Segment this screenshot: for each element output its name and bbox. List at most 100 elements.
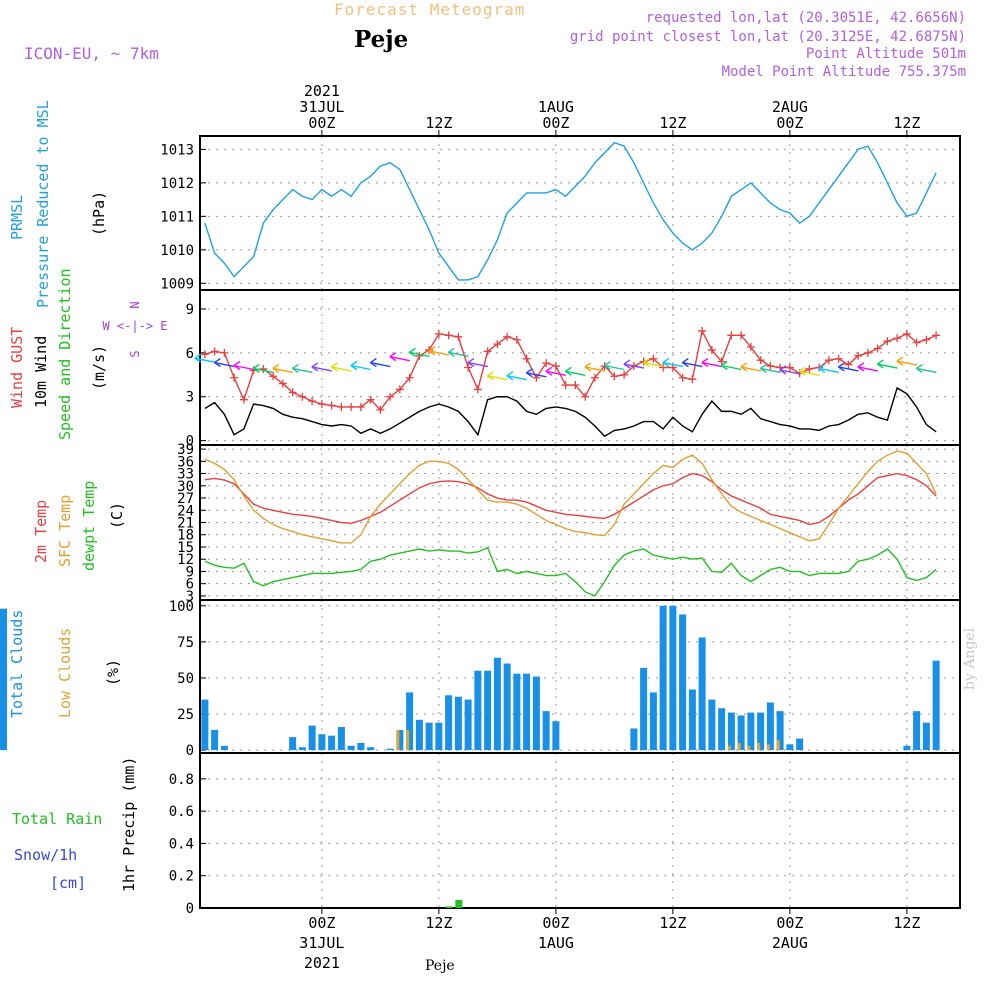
total-cloud-bar <box>337 727 345 751</box>
top-time-label: 31JUL <box>299 98 344 116</box>
gust-marker <box>278 379 287 388</box>
wind-direction-arrow <box>272 367 294 374</box>
y-tick-label: 24 <box>177 503 194 519</box>
total-cloud-bar <box>435 722 443 751</box>
gust-marker <box>698 326 707 335</box>
wind-direction-arrow <box>877 363 898 369</box>
temp-ylabel: dewpt Temp <box>80 481 98 571</box>
pressure-ylabel: Pressure Reduced to MSL <box>34 100 52 308</box>
wind-direction-arrowhead <box>857 362 865 372</box>
y-tick-label: 1012 <box>160 176 194 192</box>
wind-direction-arrow <box>799 370 820 377</box>
gust-marker <box>473 385 482 394</box>
total-cloud-bar <box>913 711 921 751</box>
total-cloud-bar <box>630 728 638 751</box>
wind-direction-arrow <box>370 361 391 368</box>
low-cloud-bar <box>727 745 731 751</box>
gust-marker <box>737 331 746 340</box>
wind-direction-arrow <box>584 366 606 372</box>
wind-direction-arrow <box>545 370 567 377</box>
total-cloud-bar <box>747 712 755 751</box>
temp-ylabel: 2m Temp <box>32 500 50 563</box>
precip-legend-snow: Snow/1h <box>14 846 77 864</box>
total-cloud-bar <box>727 712 735 751</box>
gust-marker <box>902 329 911 338</box>
wind-direction-arrowhead <box>233 360 241 371</box>
gust-marker <box>337 402 346 411</box>
wind-gust-line <box>204 328 937 411</box>
bottom-time-label: 1AUG <box>538 934 574 952</box>
model-label: ICON-EU, ~ 7km <box>24 44 159 63</box>
total-cloud-bar <box>503 663 511 751</box>
gust-marker <box>210 347 219 356</box>
gust-marker <box>434 329 443 338</box>
y-tick-label: 50 <box>177 671 194 687</box>
y-tick-label: 0 <box>186 434 194 450</box>
total-cloud-bar <box>211 729 219 751</box>
total-cloud-bar <box>454 696 462 751</box>
wind-direction-arrowhead <box>330 362 338 372</box>
gust-marker <box>386 392 395 401</box>
y-tick-label: 100 <box>169 599 194 615</box>
gust-marker <box>834 354 843 363</box>
wind-direction-arrow <box>448 351 469 358</box>
top-time-label: 12Z <box>659 114 686 132</box>
gust-marker <box>571 381 580 390</box>
y-tick-label: 9 <box>186 564 194 580</box>
gust-marker <box>503 332 512 341</box>
gust-marker <box>922 335 931 344</box>
wind-direction-arrow <box>428 350 450 356</box>
gridpoint-location: grid point closest lon,lat (20.3125E, 42… <box>569 29 966 45</box>
total-cloud-bar <box>903 745 911 751</box>
gust-marker <box>395 385 404 394</box>
y-tick-label: 0.2 <box>169 869 194 885</box>
gust-marker <box>854 351 863 360</box>
total-cloud-bar <box>708 699 716 751</box>
gust-marker <box>522 354 531 363</box>
y-tick-label: 1010 <box>160 243 194 259</box>
wind-direction-arrow <box>253 367 274 374</box>
wind-direction-arrowhead <box>642 357 650 368</box>
total-cloud-bar <box>737 715 745 751</box>
low-cloud-bar <box>757 742 761 751</box>
total-cloud-bar <box>493 657 501 751</box>
y-tick-label: 6 <box>186 346 194 362</box>
footer-station: Peje <box>425 958 455 974</box>
total-cloud-bar <box>542 711 550 751</box>
gust-marker <box>785 363 794 372</box>
total-cloud-bar <box>386 748 394 751</box>
gust-marker <box>259 364 268 373</box>
top-time-label: 00Z <box>308 114 335 132</box>
wind-unit: (m/s) <box>90 345 108 390</box>
wind-direction-arrowhead <box>447 347 455 357</box>
gust-marker <box>805 364 814 373</box>
y-tick-label: 1011 <box>160 209 194 225</box>
gust-marker <box>483 347 492 356</box>
bottom-time-label: 2AUG <box>772 934 808 952</box>
wind-direction-arrow <box>623 363 645 369</box>
gust-marker <box>454 332 463 341</box>
total-cloud-bar <box>445 695 453 751</box>
wind-direction-arrowhead <box>876 359 884 369</box>
y-tick-label: 15 <box>177 540 194 556</box>
low-cloud-bar <box>737 742 741 751</box>
top-time-label: 12Z <box>893 114 920 132</box>
gust-marker <box>863 348 872 357</box>
y-tick-label: 0.6 <box>169 804 194 820</box>
wind-ylabel: 10m Wind <box>32 336 50 408</box>
wind-direction-arrowhead <box>252 363 260 374</box>
gust-marker <box>347 402 356 411</box>
gust-marker <box>308 397 317 406</box>
bottom-time-label: 00Z <box>308 914 335 932</box>
total-cloud-bar <box>406 692 414 751</box>
total-cloud-bar <box>425 722 433 751</box>
y-tick-label: 25 <box>177 707 194 723</box>
gust-marker <box>678 373 687 382</box>
gust-marker <box>824 356 833 365</box>
wind-direction-arrowhead <box>779 365 787 375</box>
temp-ylabel: SFC Temp <box>56 495 74 567</box>
wind-direction-arrowhead <box>603 360 611 371</box>
gust-marker <box>239 395 248 404</box>
wind-direction-arrowhead <box>915 363 923 374</box>
